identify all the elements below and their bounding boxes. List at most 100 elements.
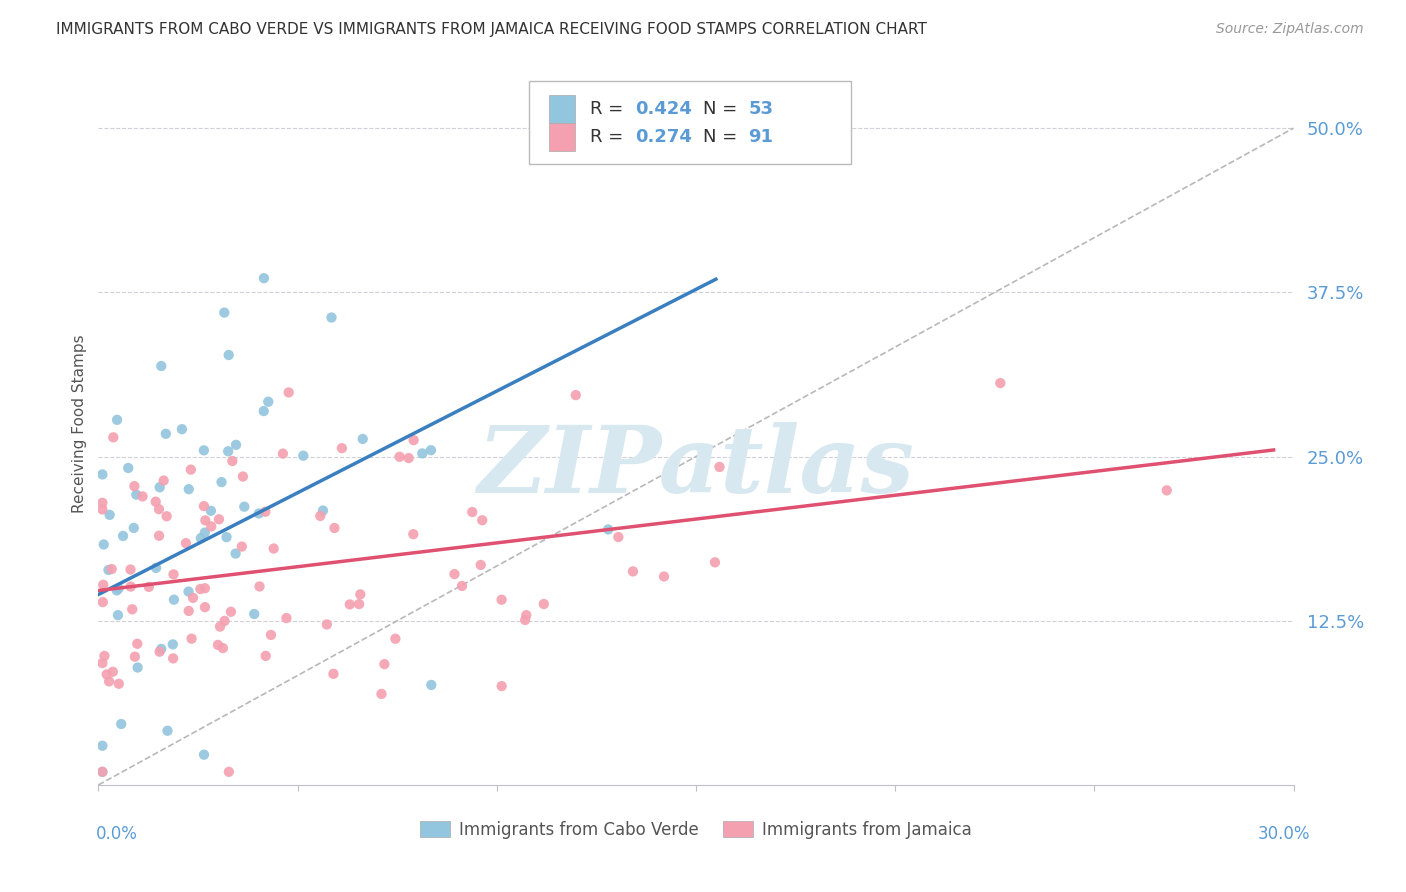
Text: IMMIGRANTS FROM CABO VERDE VS IMMIGRANTS FROM JAMAICA RECEIVING FOOD STAMPS CORR: IMMIGRANTS FROM CABO VERDE VS IMMIGRANTS… [56, 22, 927, 37]
Point [208, 620, 231, 634]
Point [177, 482, 200, 496]
Point [200, 504, 222, 518]
Point [225, 547, 247, 561]
Point [271, 447, 294, 461]
Text: 0.424: 0.424 [636, 100, 692, 118]
Point [162, 651, 184, 665]
Point [91, 764, 114, 779]
Point [247, 507, 270, 521]
Point [276, 611, 298, 625]
Point [91, 502, 114, 516]
Point [218, 348, 240, 362]
Point [388, 450, 411, 464]
Point [155, 426, 177, 441]
Point [127, 637, 149, 651]
Point [398, 451, 420, 466]
Point [110, 717, 132, 731]
Point [491, 679, 513, 693]
Point [91, 496, 114, 510]
Point [152, 474, 174, 488]
Point [312, 503, 335, 517]
Point [214, 305, 236, 319]
Point [120, 580, 142, 594]
Point [323, 521, 346, 535]
Point [180, 462, 202, 476]
Point [105, 413, 128, 427]
Point [193, 747, 215, 762]
Point [373, 657, 395, 672]
Point [131, 489, 153, 503]
Point [218, 764, 240, 779]
Text: R =: R = [589, 100, 628, 118]
Point [174, 536, 197, 550]
Point [243, 607, 266, 621]
Point [233, 500, 256, 514]
Point [91, 764, 114, 779]
Point [491, 592, 513, 607]
Text: ZIPatlas: ZIPatlas [478, 422, 914, 512]
Point [91, 578, 114, 592]
Point [120, 562, 142, 576]
Point [180, 632, 202, 646]
Point [330, 441, 353, 455]
Point [96, 667, 118, 681]
Point [292, 449, 315, 463]
Point [101, 665, 124, 679]
Point [100, 562, 122, 576]
Point [121, 602, 143, 616]
Point [515, 613, 537, 627]
Point [215, 530, 238, 544]
Text: 91: 91 [748, 128, 773, 146]
Point [253, 404, 276, 418]
Text: 0.0%: 0.0% [96, 825, 138, 843]
Point [211, 475, 233, 489]
Point [402, 433, 425, 447]
Point [194, 600, 217, 615]
Point [321, 310, 343, 325]
Point [352, 432, 374, 446]
Point [107, 608, 129, 623]
Point [145, 494, 167, 508]
Point [309, 508, 332, 523]
Point [370, 687, 392, 701]
Point [231, 540, 253, 554]
Point [232, 469, 254, 483]
Point [122, 521, 145, 535]
Point [149, 645, 172, 659]
Point [322, 666, 344, 681]
Point [193, 443, 215, 458]
Point [347, 597, 370, 611]
Point [411, 446, 433, 460]
FancyBboxPatch shape [548, 95, 575, 123]
Point [163, 592, 186, 607]
Point [177, 604, 200, 618]
Point [652, 569, 675, 583]
Point [249, 579, 271, 593]
Point [263, 541, 285, 556]
Point [349, 587, 371, 601]
Legend: Immigrants from Cabo Verde, Immigrants from Jamaica: Immigrants from Cabo Verde, Immigrants f… [413, 814, 979, 846]
FancyBboxPatch shape [529, 80, 852, 163]
Point [194, 525, 217, 540]
Point [339, 598, 361, 612]
Point [598, 523, 620, 537]
Point [98, 674, 121, 689]
Point [190, 531, 212, 545]
Point [384, 632, 406, 646]
Point [127, 660, 149, 674]
Point [150, 359, 173, 373]
Point [607, 530, 630, 544]
Point [443, 567, 465, 582]
Point [200, 519, 222, 533]
Point [212, 641, 235, 656]
Point [194, 513, 217, 527]
Y-axis label: Receiving Food Stamps: Receiving Food Stamps [72, 334, 87, 513]
Point [621, 565, 644, 579]
Point [149, 480, 172, 494]
Point [419, 443, 441, 458]
Point [91, 739, 114, 753]
Text: R =: R = [589, 128, 628, 146]
Point [219, 605, 242, 619]
Point [217, 444, 239, 458]
Point [177, 584, 200, 599]
